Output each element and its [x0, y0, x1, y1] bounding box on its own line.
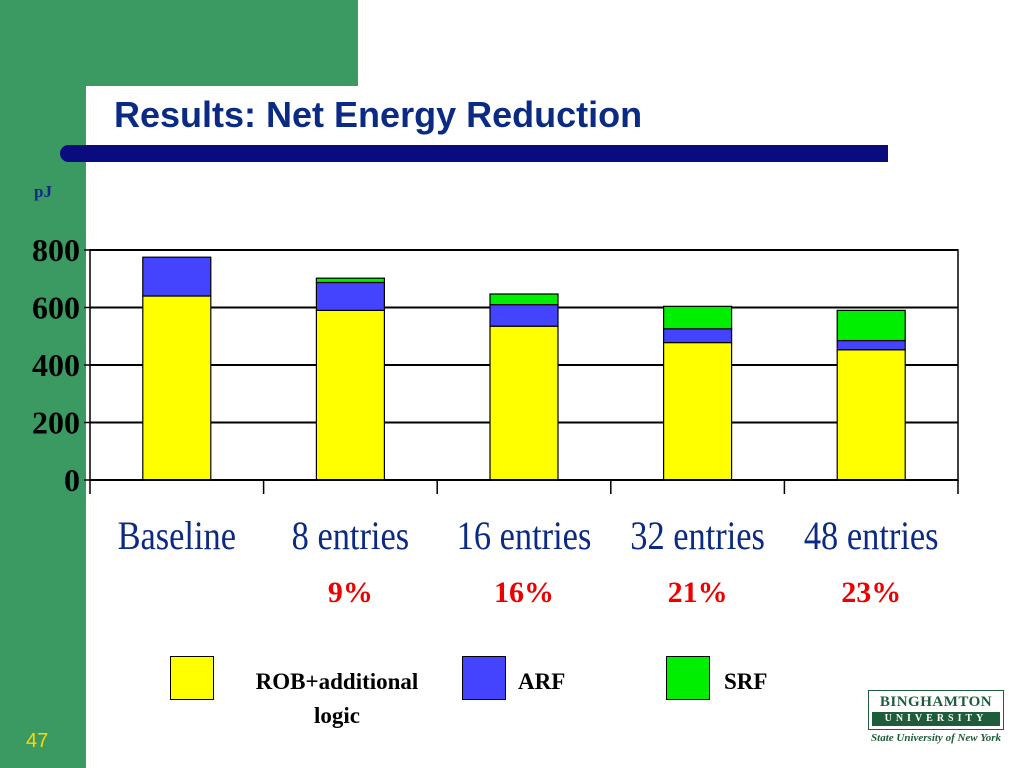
bar-16-entries-rob: [489, 325, 559, 481]
logo-box: BINGHAMTON UNIVERSITY: [868, 690, 1004, 730]
bar-8-entries-arf: [315, 281, 385, 311]
binghamton-logo: BINGHAMTON UNIVERSITY State University o…: [868, 690, 1004, 750]
legend-label-arf: ARF: [518, 669, 566, 694]
legend-swatch-rob: [170, 656, 214, 700]
bar-48-entries-arf: [836, 339, 906, 351]
bar-8-entries-rob: [315, 309, 385, 481]
bar-48-entries-rob: [836, 349, 906, 481]
bar-baseline-arf: [142, 256, 212, 297]
logo-name-bottom: UNIVERSITY: [872, 712, 1000, 726]
legend-swatch-arf: [462, 656, 506, 700]
x-category-label-0: Baseline: [118, 515, 236, 559]
x-category-label-4: 48 entries: [804, 515, 939, 559]
title-underline-bar: [60, 145, 888, 162]
x-category-label-1: 8 entries: [292, 515, 409, 559]
bar-32-entries-arf: [662, 328, 733, 344]
y-tick-label-0: 0: [64, 462, 80, 498]
percent-reduction-label-4: 23%: [841, 576, 901, 609]
slide-title: Results: Net Energy Reduction: [114, 94, 643, 135]
bar-16-entries-srf: [489, 293, 559, 306]
stacked-bar-chart: 0 200 400 600 800 Baseline 8 entries 9% 16 entri…: [32, 232, 959, 609]
legend-swatch-srf: [666, 656, 710, 700]
y-tick-label-600: 600: [32, 290, 80, 326]
slide-number: 47: [26, 730, 49, 752]
percent-reduction-label-2: 16%: [494, 576, 554, 609]
side-band: [0, 0, 86, 768]
percent-reduction-label-3: 21%: [668, 576, 728, 609]
y-tick-label-800: 800: [32, 232, 80, 268]
bar-16-entries-arf: [489, 304, 559, 327]
legend-label-srf: SRF: [724, 669, 768, 694]
y-tick-label-400: 400: [32, 347, 80, 383]
y-axis-unit: pJ: [34, 182, 52, 201]
logo-subtitle: State University of New York: [871, 732, 1001, 744]
bar-8-entries-srf: [315, 277, 385, 284]
x-category-label-3: 32 entries: [630, 515, 765, 559]
top-band: [0, 0, 358, 86]
bar-baseline-rob: [142, 295, 212, 481]
percent-reduction-label-1: 9%: [328, 576, 373, 609]
legend-label-rob: ROB+additional logic: [255, 669, 419, 728]
x-category-label-2: 16 entries: [457, 515, 592, 559]
bar-32-entries-rob: [662, 341, 733, 481]
logo-name-top: BINGHAMTON: [879, 694, 993, 710]
bar-32-entries-srf: [662, 305, 733, 330]
bar-48-entries-srf: [836, 309, 906, 342]
y-tick-label-200: 200: [32, 405, 80, 441]
